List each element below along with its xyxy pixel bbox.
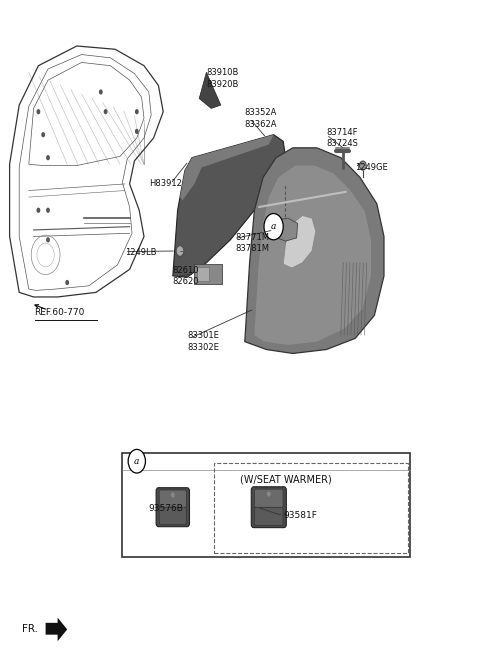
Polygon shape bbox=[199, 72, 221, 108]
Text: 82610
82620: 82610 82620 bbox=[173, 265, 199, 286]
Text: a: a bbox=[271, 222, 276, 231]
Circle shape bbox=[176, 246, 184, 256]
FancyBboxPatch shape bbox=[159, 490, 186, 508]
Circle shape bbox=[36, 208, 40, 213]
Polygon shape bbox=[245, 148, 384, 353]
FancyBboxPatch shape bbox=[159, 507, 186, 525]
Text: FR.: FR. bbox=[22, 624, 37, 635]
Text: 93576B: 93576B bbox=[149, 504, 184, 513]
Circle shape bbox=[99, 89, 103, 95]
Circle shape bbox=[65, 280, 69, 285]
Text: (W/SEAT WARMER): (W/SEAT WARMER) bbox=[240, 474, 332, 485]
Circle shape bbox=[46, 208, 50, 213]
Polygon shape bbox=[254, 166, 371, 345]
Circle shape bbox=[135, 129, 139, 134]
Text: H83912: H83912 bbox=[149, 179, 181, 189]
Text: a: a bbox=[134, 457, 140, 466]
Circle shape bbox=[135, 109, 139, 114]
Circle shape bbox=[46, 155, 50, 160]
Text: 83301E
83302E: 83301E 83302E bbox=[187, 331, 219, 352]
Text: 83771M
83781M: 83771M 83781M bbox=[235, 233, 269, 254]
Text: 83352A
83362A: 83352A 83362A bbox=[245, 108, 277, 129]
FancyBboxPatch shape bbox=[197, 267, 209, 281]
Circle shape bbox=[104, 109, 108, 114]
Circle shape bbox=[128, 449, 145, 473]
Circle shape bbox=[41, 132, 45, 137]
Circle shape bbox=[46, 237, 50, 242]
Circle shape bbox=[360, 161, 366, 170]
Polygon shape bbox=[46, 618, 67, 641]
FancyBboxPatch shape bbox=[252, 487, 286, 528]
Circle shape bbox=[267, 491, 271, 497]
Polygon shape bbox=[173, 135, 286, 277]
FancyBboxPatch shape bbox=[254, 507, 283, 526]
Polygon shape bbox=[180, 135, 274, 200]
Polygon shape bbox=[283, 215, 316, 268]
Circle shape bbox=[264, 214, 283, 240]
Text: 93581F: 93581F bbox=[283, 511, 317, 520]
Text: REF.60-770: REF.60-770 bbox=[35, 307, 85, 317]
FancyBboxPatch shape bbox=[194, 264, 222, 284]
FancyBboxPatch shape bbox=[122, 453, 410, 557]
Text: 83714F
83724S: 83714F 83724S bbox=[326, 127, 358, 148]
Circle shape bbox=[171, 492, 175, 497]
FancyBboxPatch shape bbox=[156, 487, 190, 527]
Circle shape bbox=[36, 109, 40, 114]
Text: 83910B
83920B: 83910B 83920B bbox=[206, 68, 239, 89]
Text: 1249LB: 1249LB bbox=[125, 248, 156, 258]
FancyBboxPatch shape bbox=[254, 489, 283, 507]
Polygon shape bbox=[274, 218, 298, 241]
Text: 1249GE: 1249GE bbox=[355, 163, 388, 172]
